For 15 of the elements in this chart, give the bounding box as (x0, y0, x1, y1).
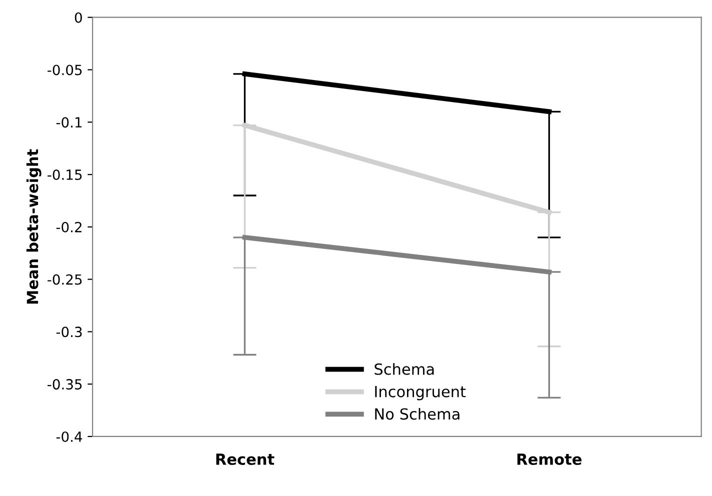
y-tick-label: 0 (74, 12, 82, 23)
legend-label: Schema (374, 363, 434, 375)
legend-label: Incongruent (375, 386, 466, 400)
y-axis-title: Mean beta-weight (26, 149, 42, 304)
y-tick-label: -0.2 (56, 222, 82, 232)
y-tick-label: -0.35 (48, 379, 82, 390)
y-tick-label: -0.25 (48, 274, 82, 285)
y-tick-label: -0.4 (56, 431, 82, 442)
x-tick-label: Recent (216, 454, 274, 465)
legend-label: No Schema (375, 408, 460, 420)
y-tick-label: -0.05 (48, 64, 82, 76)
y-tick-label: -0.1 (56, 117, 82, 128)
y-tick-label: -0.15 (48, 170, 82, 180)
y-tick-label: -0.3 (56, 326, 82, 338)
x-tick-label: Remote (517, 454, 582, 465)
